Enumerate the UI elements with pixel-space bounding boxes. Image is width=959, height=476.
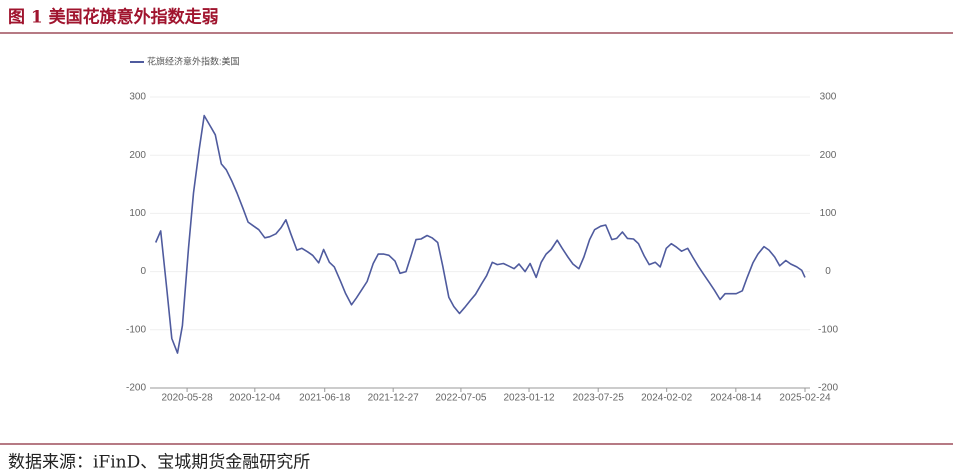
- y-tick-label: -200: [126, 383, 146, 394]
- page-title: 图 1 美国花旗意外指数走弱: [8, 7, 219, 28]
- x-tick-label: 2020-05-28: [162, 393, 214, 404]
- y-tick-label: -100: [126, 324, 146, 335]
- y2-tick-label: 300: [820, 92, 837, 103]
- y2-tick-label: 0: [825, 266, 831, 277]
- x-tick-label: 2024-02-02: [641, 393, 693, 404]
- y-tick-label: 300: [129, 92, 146, 103]
- y-tick-label: 200: [129, 150, 146, 161]
- y-tick-label: 100: [129, 208, 146, 219]
- x-tick-label: 2022-07-05: [435, 393, 487, 404]
- source: 数据来源：iFinD、宝城期货金融研究所: [8, 453, 310, 473]
- y2-tick-label: -200: [818, 383, 838, 394]
- y2-tick-label: 200: [820, 150, 837, 161]
- y2-tick-label: -100: [818, 324, 838, 335]
- x-tick-label: 2025-02-24: [779, 393, 831, 404]
- x-tick-label: 2021-06-18: [299, 393, 351, 404]
- x-tick-label: 2020-12-04: [229, 393, 281, 404]
- y-tick-label: 0: [140, 266, 146, 277]
- x-tick-label: 2024-08-14: [710, 393, 762, 404]
- x-tick-label: 2023-07-25: [573, 393, 625, 404]
- x-tick-label: 2021-12-27: [368, 393, 420, 404]
- legend-label: 花旗经济意外指数:美国: [147, 55, 240, 66]
- series-line: [154, 114, 806, 354]
- x-tick-label: 2023-01-12: [503, 393, 555, 404]
- y2-tick-label: 100: [820, 208, 837, 219]
